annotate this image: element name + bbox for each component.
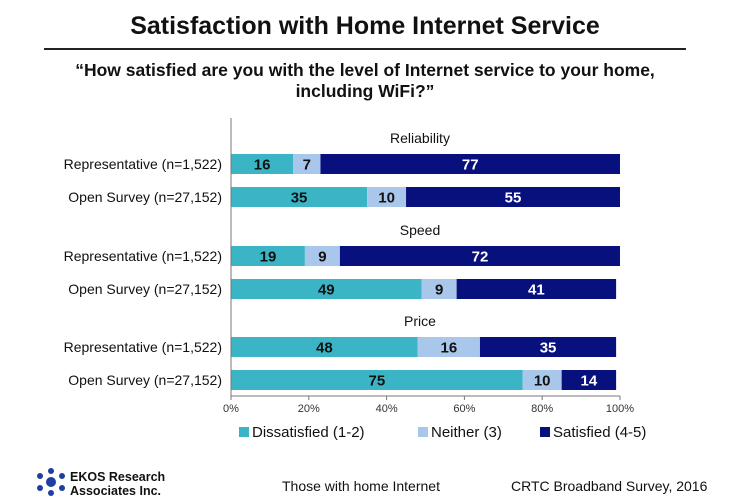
data-label: 35: [291, 190, 308, 207]
x-tick-label: 100%: [606, 403, 634, 415]
row-label: Open Survey (n=27,152): [68, 281, 222, 297]
data-label: 16: [440, 340, 457, 357]
subtitle-line-1: “How satisfied are you with the level of…: [75, 60, 655, 80]
bar-segment: [231, 370, 523, 390]
data-label: 75: [369, 373, 386, 390]
legend-label: Satisfied (4-5): [553, 424, 646, 441]
bar-segment: [320, 154, 620, 174]
data-label: 35: [540, 340, 557, 357]
bar-segment: [417, 337, 480, 357]
bar-segment: [456, 279, 617, 299]
group-label: Reliability: [390, 130, 450, 146]
bar-segment: [406, 187, 620, 207]
data-label: 10: [378, 190, 395, 207]
chart-subtitle: “How satisfied are you with the level of…: [30, 60, 700, 102]
x-tick-label: 20%: [298, 403, 320, 415]
subtitle-line-2: including WiFi?”: [295, 81, 435, 101]
data-label: 77: [462, 157, 479, 174]
title-divider: [44, 48, 686, 50]
legend-swatch: [239, 427, 249, 437]
legend-label: Neither (3): [431, 424, 502, 441]
data-label: 9: [318, 249, 326, 266]
data-label: 10: [534, 373, 551, 390]
org-name-line-2: Associates Inc.: [70, 484, 162, 498]
legend-label: Dissatisfied (1-2): [252, 424, 365, 441]
row-label: Representative (n=1,522): [64, 156, 222, 172]
data-label: 48: [316, 340, 333, 357]
bar-segment: [231, 279, 422, 299]
data-label: 7: [303, 157, 311, 174]
data-label: 16: [254, 157, 271, 174]
x-tick-label: 40%: [376, 403, 398, 415]
bar-segment: [479, 337, 617, 357]
data-label: 41: [528, 282, 545, 299]
x-tick-label: 0%: [223, 403, 239, 415]
bar-segment: [231, 337, 418, 357]
row-label: Representative (n=1,522): [64, 339, 222, 355]
row-label: Open Survey (n=27,152): [68, 372, 222, 388]
data-label: 72: [472, 249, 489, 266]
org-name-line-1: EKOS Research: [70, 470, 166, 484]
bar-segment: [231, 246, 305, 266]
row-label: Open Survey (n=27,152): [68, 189, 222, 205]
group-label: Speed: [400, 222, 440, 238]
group-label: Price: [404, 313, 436, 329]
bar-segment: [304, 246, 340, 266]
data-label: 49: [318, 282, 335, 299]
base-note: Those with home Internet: [282, 478, 440, 494]
data-label: 19: [260, 249, 277, 266]
x-tick-label: 80%: [531, 403, 553, 415]
bar-segment: [522, 370, 562, 390]
bar-segment: [231, 154, 294, 174]
bar-segment: [231, 187, 368, 207]
legend-swatch: [540, 427, 550, 437]
bar-segment: [339, 246, 620, 266]
data-label: 55: [505, 190, 522, 207]
source-note: CRTC Broadband Survey, 2016: [511, 478, 708, 494]
data-label: 9: [435, 282, 443, 299]
bar-segment: [561, 370, 617, 390]
row-label: Representative (n=1,522): [64, 248, 222, 264]
bar-segment: [421, 279, 457, 299]
bar-segment: [367, 187, 407, 207]
org-name: EKOS Research Associates Inc.: [70, 470, 165, 498]
x-tick-label: 60%: [453, 403, 475, 415]
chart-title: Satisfaction with Home Internet Service: [130, 12, 600, 40]
bar-segment: [293, 154, 321, 174]
legend-swatch: [418, 427, 428, 437]
data-label: 14: [581, 373, 598, 390]
ekos-logo-icon: [37, 468, 65, 496]
